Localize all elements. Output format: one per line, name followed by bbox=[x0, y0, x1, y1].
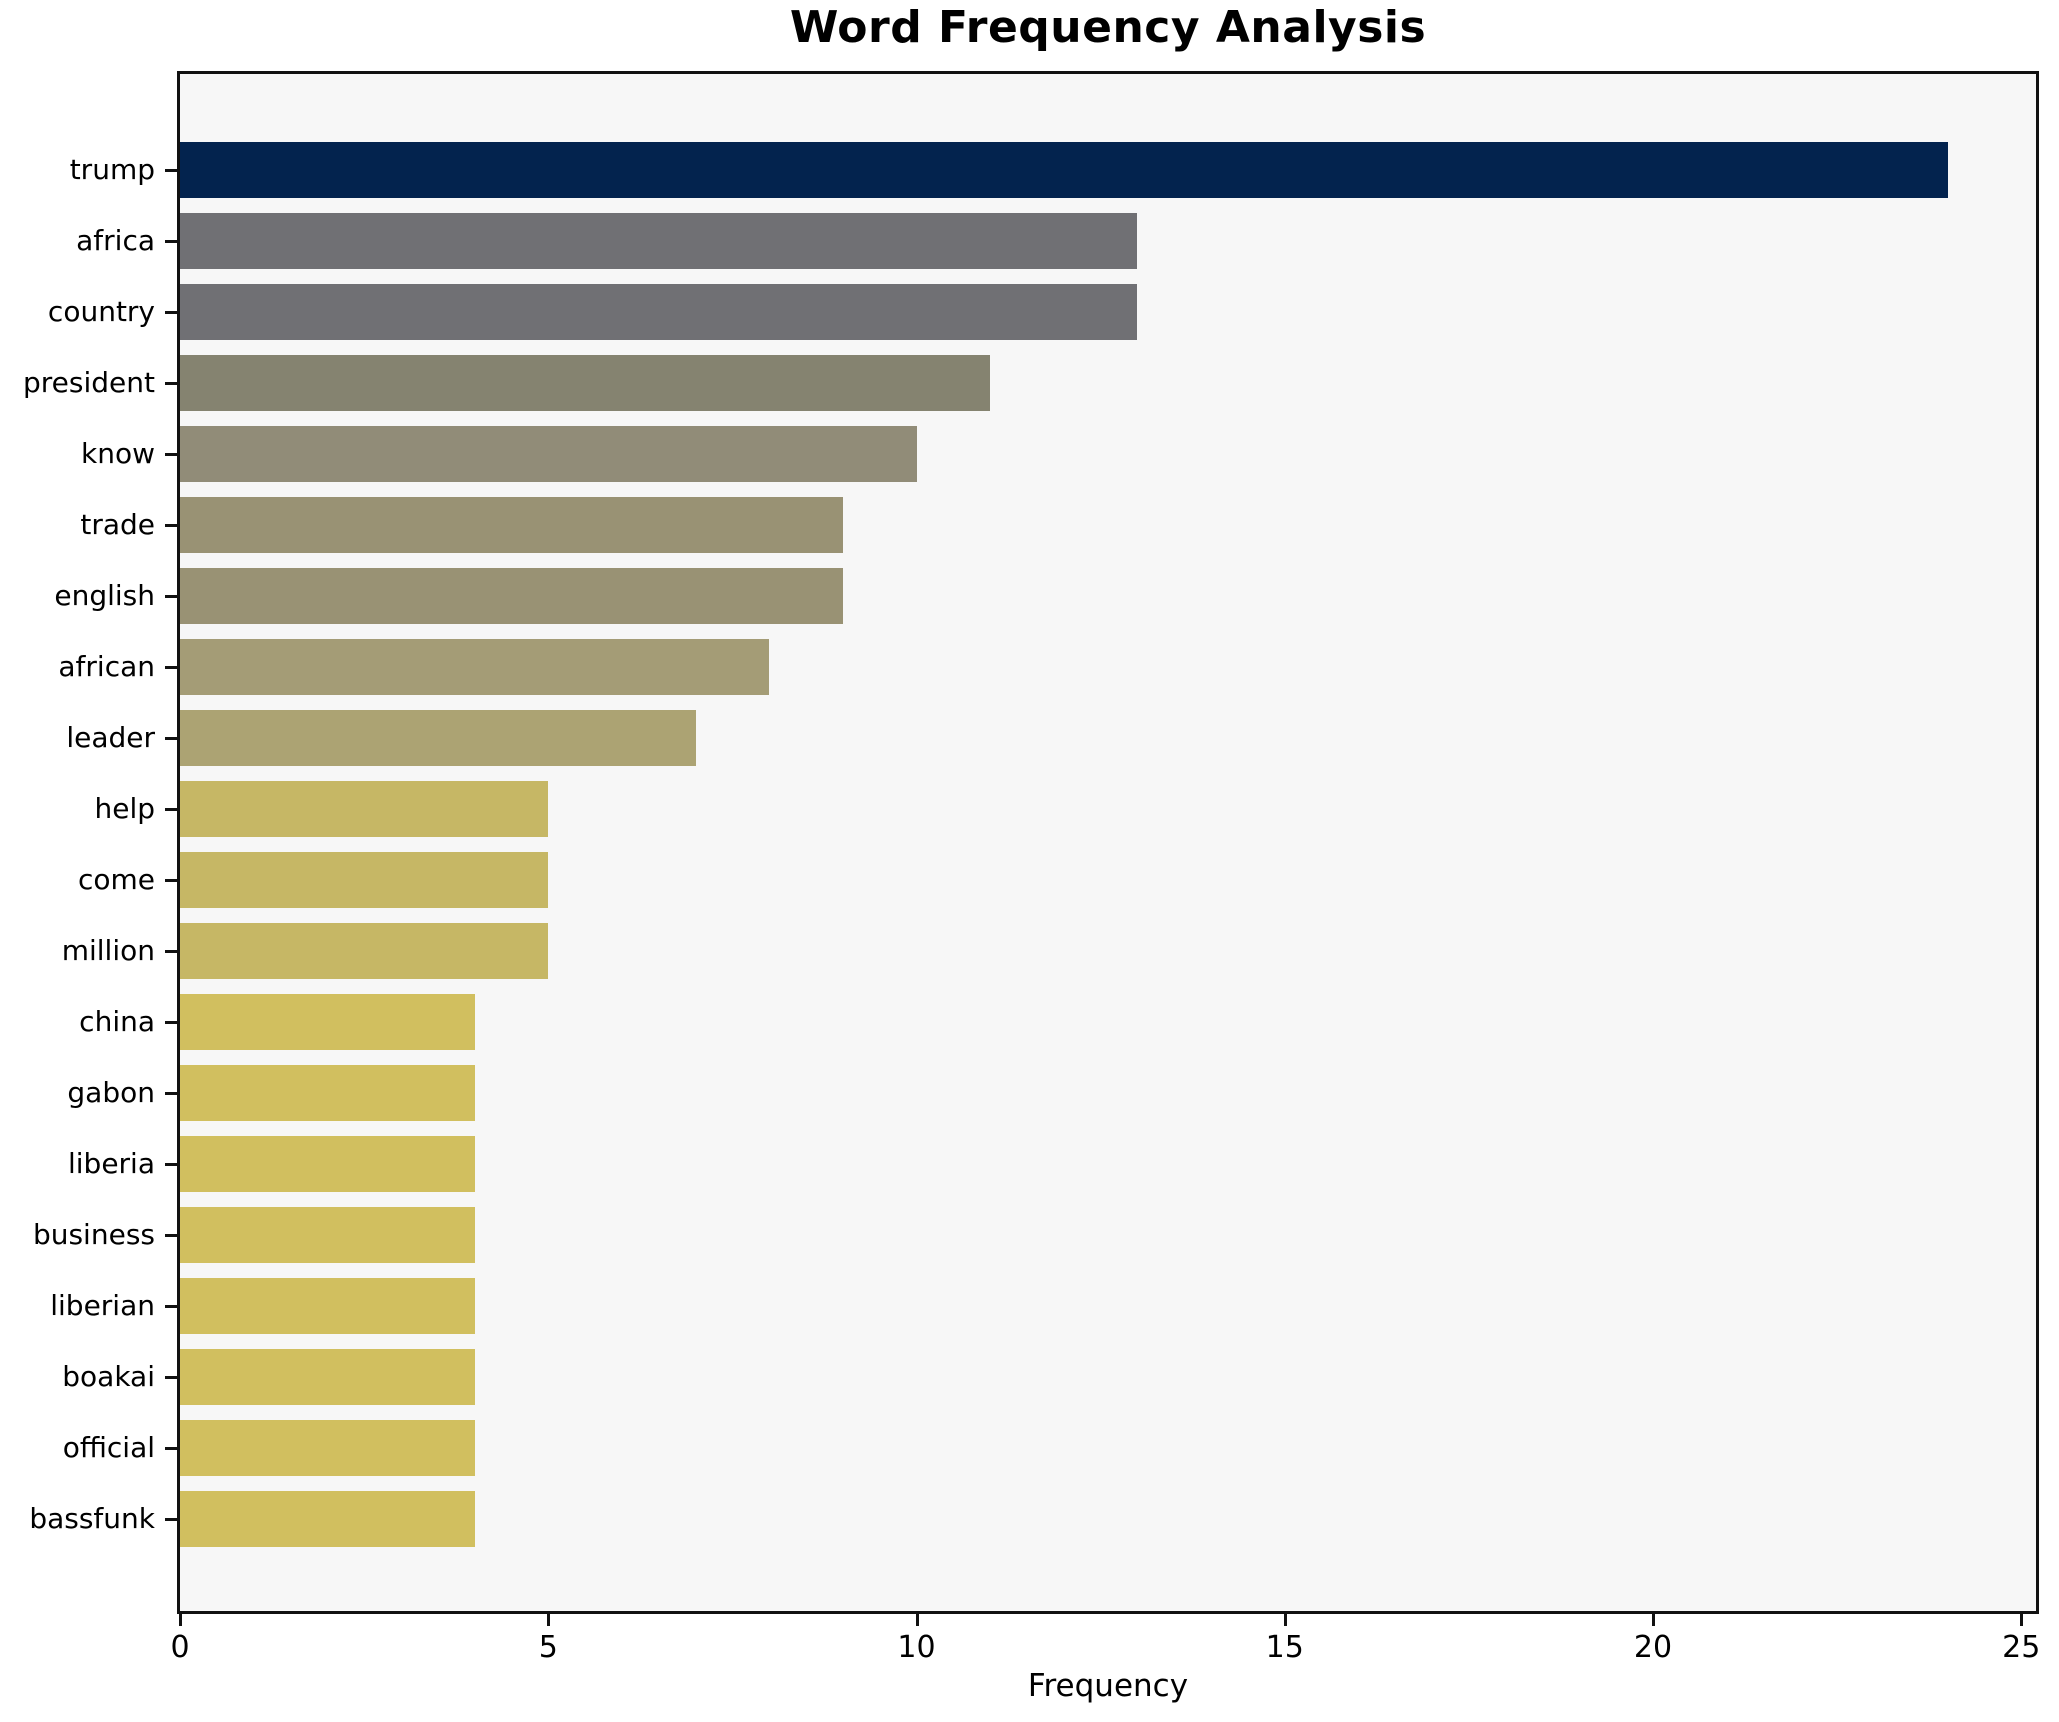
y-tick-label-gabon: gabon bbox=[67, 1076, 155, 1109]
x-tick-mark bbox=[915, 1614, 919, 1626]
y-tick-mark bbox=[165, 524, 177, 527]
y-tick-label-trade: trade bbox=[80, 508, 155, 541]
x-tick-label-10: 10 bbox=[897, 1630, 936, 1665]
y-tick-label-english: english bbox=[54, 579, 155, 612]
y-tick-label-come: come bbox=[77, 863, 155, 896]
y-tick-label-liberia: liberia bbox=[67, 1147, 155, 1180]
y-tick-mark bbox=[165, 382, 177, 385]
x-tick-mark bbox=[179, 1614, 182, 1626]
bar-president bbox=[180, 355, 991, 411]
bar-business bbox=[180, 1207, 475, 1263]
x-axis-label: Frequency bbox=[1027, 1668, 1189, 1704]
y-tick-label-leader: leader bbox=[66, 721, 155, 754]
y-tick-mark bbox=[165, 1305, 177, 1308]
y-tick-mark bbox=[165, 666, 177, 669]
y-tick-label-president: president bbox=[23, 366, 155, 399]
bar-leader bbox=[180, 710, 696, 766]
bar-help bbox=[180, 781, 549, 837]
bar-china bbox=[180, 994, 475, 1050]
x-tick-label-5: 5 bbox=[538, 1630, 558, 1665]
y-tick-mark bbox=[165, 595, 177, 598]
y-tick-label-china: china bbox=[79, 1005, 155, 1038]
bar-trump bbox=[180, 142, 1948, 198]
y-tick-label-official: official bbox=[62, 1431, 155, 1464]
bar-trade bbox=[180, 497, 843, 553]
y-tick-label-liberian: liberian bbox=[50, 1289, 155, 1322]
bar-gabon bbox=[180, 1065, 475, 1121]
y-tick-mark bbox=[165, 453, 177, 456]
y-tick-label-know: know bbox=[81, 437, 155, 470]
bar-african bbox=[180, 639, 770, 695]
bar-million bbox=[180, 923, 549, 979]
y-tick-label-bassfunk: bassfunk bbox=[29, 1502, 155, 1535]
y-tick-mark bbox=[165, 1092, 177, 1095]
y-tick-mark bbox=[165, 950, 177, 953]
x-tick-mark bbox=[1652, 1614, 1656, 1626]
x-tick-label-0: 0 bbox=[170, 1630, 190, 1665]
y-tick-label-help: help bbox=[94, 792, 155, 825]
y-tick-mark bbox=[165, 879, 177, 882]
y-tick-mark bbox=[165, 169, 177, 172]
y-tick-mark bbox=[165, 808, 177, 811]
y-tick-mark bbox=[165, 240, 177, 243]
y-tick-mark bbox=[165, 737, 177, 740]
bar-country bbox=[180, 284, 1138, 340]
y-tick-mark bbox=[165, 1376, 177, 1379]
y-tick-mark bbox=[165, 1021, 177, 1024]
x-tick-mark bbox=[1283, 1614, 1287, 1626]
y-tick-label-country: country bbox=[47, 295, 155, 328]
y-tick-label-trump: trump bbox=[69, 153, 155, 186]
x-tick-label-20: 20 bbox=[1633, 1630, 1673, 1665]
bar-liberian bbox=[180, 1278, 475, 1334]
y-tick-label-boakai: boakai bbox=[62, 1360, 155, 1393]
bar-english bbox=[180, 568, 843, 624]
bar-come bbox=[180, 852, 549, 908]
y-tick-mark bbox=[165, 1518, 177, 1521]
y-tick-label-african: african bbox=[58, 650, 155, 683]
bar-bassfunk bbox=[180, 1491, 475, 1547]
bar-africa bbox=[180, 213, 1138, 269]
bar-liberia bbox=[180, 1136, 475, 1192]
y-tick-mark bbox=[165, 1447, 177, 1450]
chart-title: Word Frequency Analysis bbox=[789, 2, 1427, 53]
y-tick-mark bbox=[165, 1234, 177, 1237]
bar-know bbox=[180, 426, 917, 482]
y-tick-mark bbox=[165, 1163, 177, 1166]
x-tick-label-15: 15 bbox=[1265, 1630, 1304, 1665]
y-tick-label-million: million bbox=[61, 934, 155, 967]
x-tick-label-25: 25 bbox=[2002, 1630, 2041, 1665]
y-tick-label-business: business bbox=[32, 1218, 155, 1251]
bar-boakai bbox=[180, 1349, 475, 1405]
y-tick-label-africa: africa bbox=[76, 224, 155, 257]
y-tick-mark bbox=[165, 311, 177, 314]
x-tick-mark bbox=[2020, 1614, 2024, 1626]
x-tick-mark bbox=[547, 1614, 551, 1626]
bar-official bbox=[180, 1420, 475, 1476]
